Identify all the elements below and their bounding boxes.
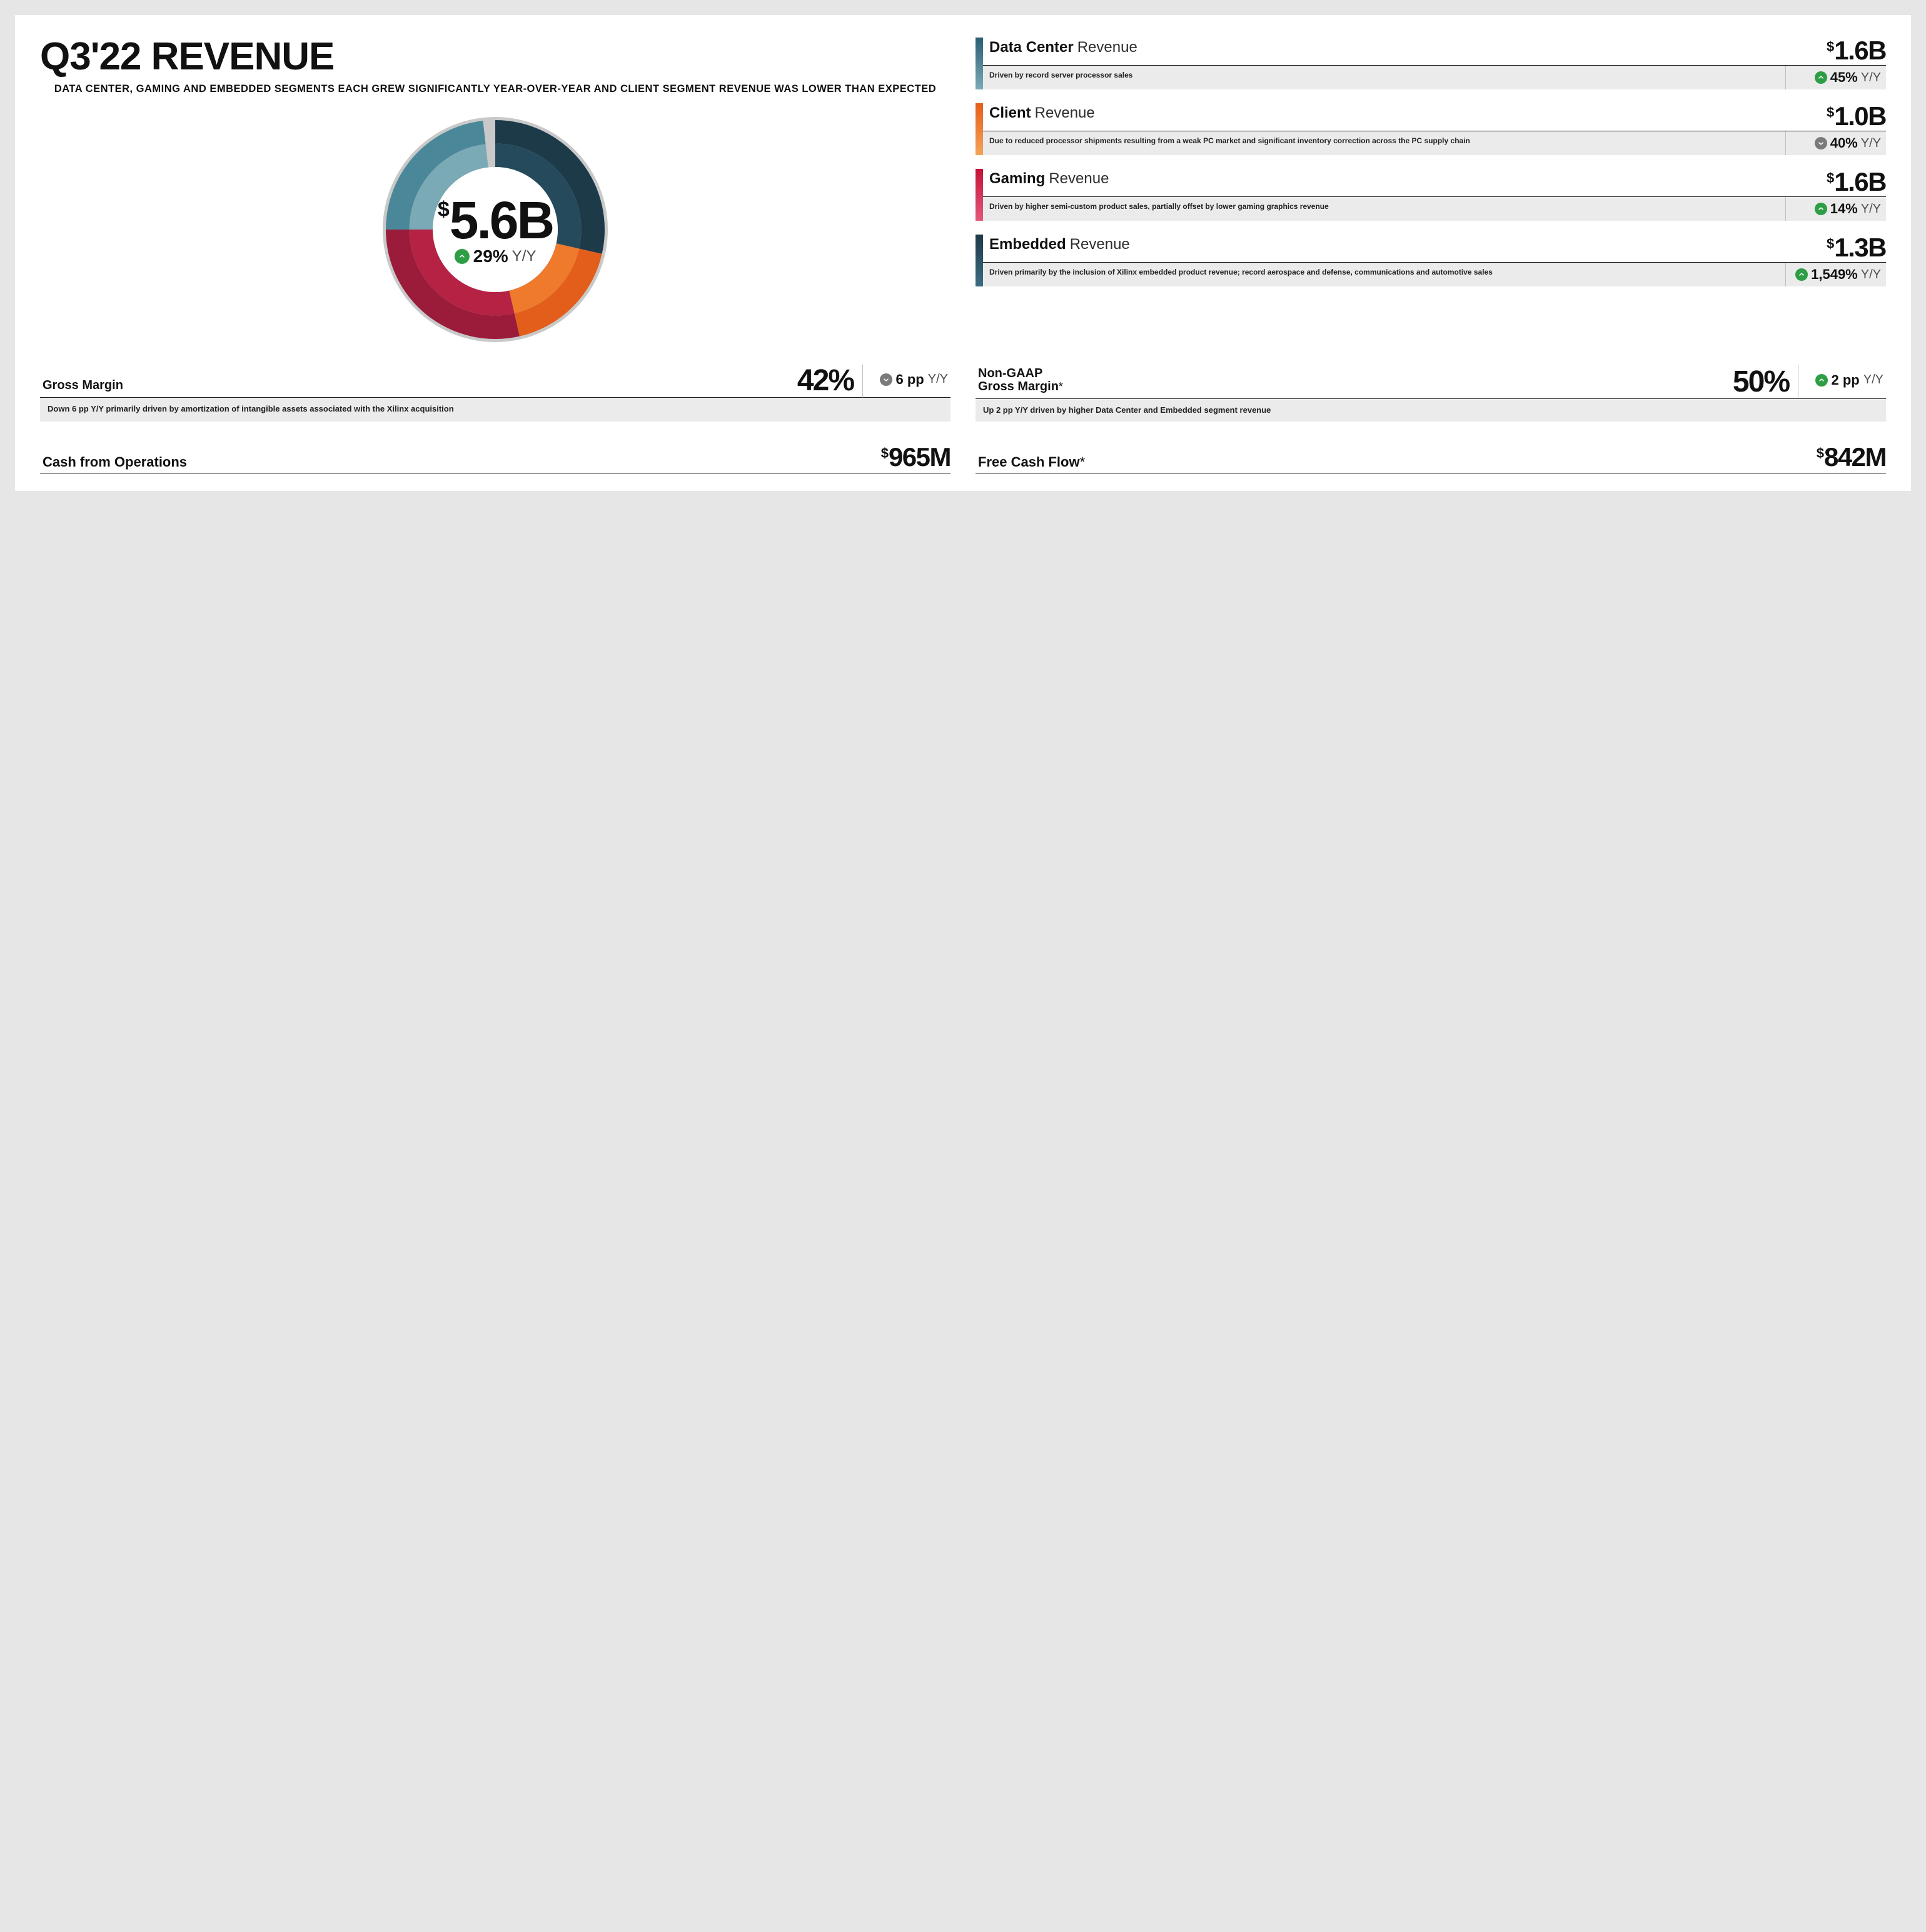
segment-trend-unit: Y/Y	[1861, 202, 1881, 216]
metric-non-gaap-gross-margin: Non-GAAPGross Margin*50%2 ppY/YUp 2 pp Y…	[976, 365, 1886, 422]
segment-trend-pct: 14%	[1830, 201, 1858, 217]
segment-trend-pct: 45%	[1830, 69, 1858, 86]
currency-symbol: $	[1827, 237, 1834, 251]
segment-trend-unit: Y/Y	[1861, 136, 1881, 151]
segment-card-data_center: Data CenterRevenue$1.6BDriven by record …	[976, 38, 1886, 89]
segment-amount: $1.6B	[1786, 38, 1886, 66]
segment-list: Data CenterRevenue$1.6BDriven by record …	[976, 38, 1886, 353]
metric-gross-margin: Gross Margin 42% 6 pp Y/Y Down 6 pp Y/Y prim…	[40, 365, 950, 422]
segment-title-row: GamingRevenue	[983, 169, 1786, 197]
segment-title-row: ClientRevenue	[983, 103, 1786, 131]
segment-color-bar	[976, 38, 983, 89]
segment-word: Revenue	[1077, 39, 1137, 56]
segment-desc: Driven by record server processor sales	[983, 66, 1786, 89]
segment-amount: $1.0B	[1786, 103, 1886, 131]
segment-color-bar	[976, 235, 983, 286]
segment-trend-unit: Y/Y	[1861, 268, 1881, 282]
segment-card-client: ClientRevenue$1.0BDue to reduced process…	[976, 103, 1886, 155]
segment-title-row: Data CenterRevenue	[983, 38, 1786, 66]
segment-color-bar	[976, 169, 983, 221]
cash-label: Cash from Operations	[43, 454, 187, 470]
segment-name: Client	[989, 104, 1031, 122]
metric-label-text: Gross Margin	[43, 379, 123, 392]
segment-trend-unit: Y/Y	[1861, 71, 1881, 85]
metric-trend-value: 6 pp	[896, 372, 924, 388]
cash-label: Free Cash Flow*	[978, 454, 1085, 470]
headline-title: Q3'22 REVENUE	[40, 38, 950, 76]
metric-free-cash-flow: Free Cash Flow* $842M	[976, 433, 1886, 473]
headline-block: Q3'22 REVENUE DATA CENTER, GAMING AND EM…	[40, 38, 950, 353]
metric-trend-value: 2 pp	[1832, 372, 1860, 388]
segment-amount-value: 1.0B	[1834, 103, 1886, 129]
chevron-up-icon	[455, 249, 470, 264]
currency-symbol: $	[1817, 447, 1824, 460]
segment-word: Revenue	[1070, 236, 1130, 253]
segment-trend-pct: 40%	[1830, 135, 1858, 151]
segment-amount: $1.3B	[1786, 235, 1886, 263]
cash-value-wrap: $842M	[1817, 444, 1886, 470]
segment-word: Revenue	[1035, 104, 1095, 122]
segment-amount-value: 1.6B	[1834, 38, 1886, 64]
currency-symbol: $	[1827, 171, 1834, 185]
chevron-up-icon	[1815, 374, 1828, 387]
metric-trend-unit: Y/Y	[928, 372, 948, 387]
metric-value: 42%	[797, 366, 854, 396]
metric-trend-unit: Y/Y	[1863, 373, 1883, 387]
segment-card-gaming: GamingRevenue$1.6BDriven by higher semi-…	[976, 169, 1886, 221]
segment-name: Data Center	[989, 39, 1074, 56]
metric-trend: 6 pp Y/Y	[863, 365, 950, 398]
metric-label-text: Non-GAAPGross Margin*	[978, 367, 1063, 393]
chevron-up-icon	[1815, 203, 1827, 215]
segment-amount-value: 1.6B	[1834, 169, 1886, 195]
chevron-up-icon	[1815, 71, 1827, 84]
donut-yoy-pct: 29%	[473, 248, 508, 265]
donut-currency: $	[438, 199, 450, 220]
metric-value: 50%	[1733, 367, 1789, 397]
headline-subtitle: DATA CENTER, GAMING AND EMBEDDED SEGMENT…	[40, 83, 950, 96]
metric-trend: 2 ppY/Y	[1798, 365, 1886, 399]
segment-card-embedded: EmbeddedRevenue$1.3BDriven primarily by …	[976, 235, 1886, 286]
segment-trend: 45%Y/Y	[1786, 66, 1886, 89]
segment-trend: 1,549%Y/Y	[1786, 263, 1886, 286]
infographic-panel: Q3'22 REVENUE DATA CENTER, GAMING AND EM…	[15, 15, 1911, 491]
metric-desc: Down 6 pp Y/Y primarily driven by amorti…	[40, 398, 950, 422]
cash-value: 965M	[889, 444, 950, 470]
currency-symbol: $	[1827, 40, 1834, 54]
chevron-up-icon	[1795, 268, 1808, 281]
segment-desc: Driven primarily by the inclusion of Xil…	[983, 263, 1786, 286]
segment-trend: 14%Y/Y	[1786, 197, 1886, 221]
metric-label: Non-GAAPGross Margin*	[976, 365, 1724, 399]
segment-trend: 40%Y/Y	[1786, 131, 1886, 155]
donut-yoy-unit: Y/Y	[512, 249, 537, 264]
segment-name: Embedded	[989, 236, 1066, 253]
segment-desc: Due to reduced processor shipments resul…	[983, 131, 1786, 155]
segment-trend-pct: 1,549%	[1811, 266, 1858, 283]
metric-value-wrap: 42%	[789, 365, 863, 398]
metric-label: Gross Margin	[40, 365, 789, 398]
chevron-down-icon	[880, 373, 892, 386]
currency-symbol: $	[881, 447, 889, 460]
segment-name: Gaming	[989, 170, 1045, 188]
metric-value-wrap: 50%	[1724, 365, 1798, 399]
segment-desc: Driven by higher semi-custom product sal…	[983, 197, 1786, 221]
currency-symbol: $	[1827, 106, 1834, 119]
revenue-donut-chart: $ 5.6B 29% Y/Y	[376, 111, 614, 348]
metric-desc: Up 2 pp Y/Y driven by higher Data Center…	[976, 399, 1886, 422]
segment-amount-value: 1.3B	[1834, 235, 1886, 261]
cash-value: 842M	[1824, 444, 1886, 470]
cash-value-wrap: $965M	[881, 444, 950, 470]
segment-title-row: EmbeddedRevenue	[983, 235, 1786, 263]
metric-cash-from-operations: Cash from Operations $965M	[40, 433, 950, 473]
donut-center: $ 5.6B 29% Y/Y	[438, 194, 553, 265]
segment-amount: $1.6B	[1786, 169, 1886, 197]
segment-color-bar	[976, 103, 983, 155]
segment-word: Revenue	[1049, 170, 1109, 188]
chevron-down-icon	[1815, 137, 1827, 149]
donut-total: 5.6B	[450, 194, 553, 246]
